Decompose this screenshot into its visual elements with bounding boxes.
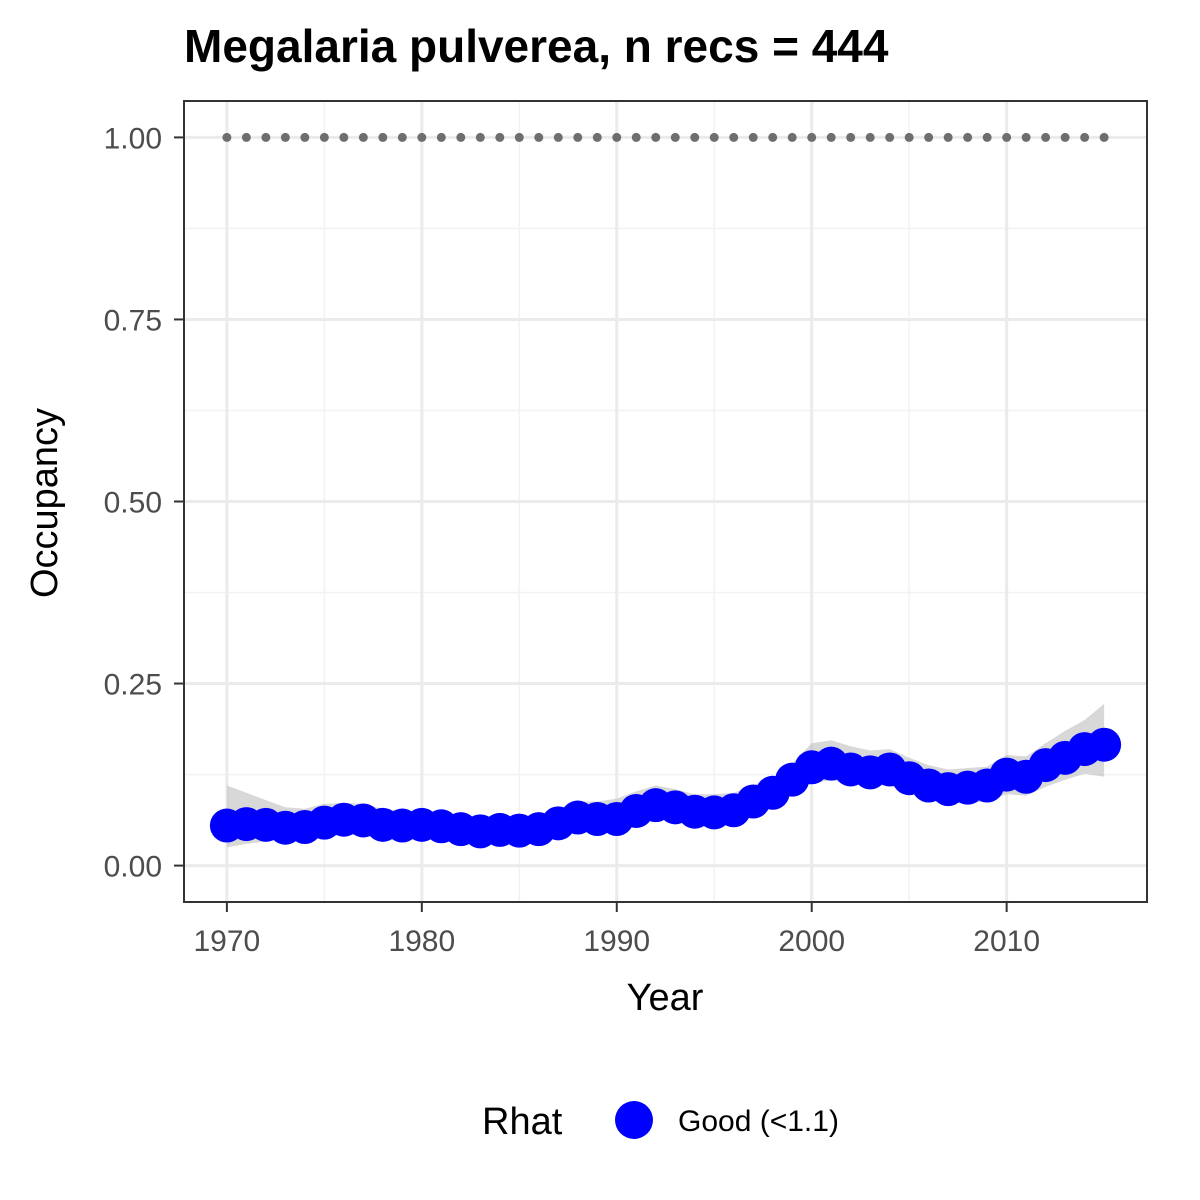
- reference-dot: [826, 132, 836, 142]
- x-tick-label: 2010: [973, 925, 1040, 958]
- reference-dot: [592, 132, 602, 142]
- reference-dot: [417, 132, 427, 142]
- occupancy-point: [1087, 727, 1122, 762]
- legend: Rhat Good (<1.1): [482, 1101, 839, 1143]
- reference-dot: [768, 132, 778, 142]
- y-tick-label: 0.75: [104, 304, 162, 337]
- x-tick-label: 1970: [194, 925, 261, 958]
- reference-dot: [456, 132, 466, 142]
- x-tick-label: 1980: [388, 925, 455, 958]
- y-tick-label: 0.50: [104, 487, 162, 520]
- reference-dot: [222, 132, 232, 142]
- legend-key-good: [615, 1101, 653, 1139]
- reference-dot: [982, 132, 992, 142]
- reference-dot: [378, 132, 388, 142]
- reference-line-layer: [222, 132, 1109, 142]
- reference-dot: [963, 132, 973, 142]
- reference-dot: [436, 132, 446, 142]
- reference-dot: [358, 132, 368, 142]
- reference-dot: [709, 132, 719, 142]
- y-tick-label: 0.25: [104, 669, 162, 702]
- reference-dot: [670, 132, 680, 142]
- legend-label-good: Good (<1.1): [678, 1105, 839, 1138]
- reference-dot: [495, 132, 505, 142]
- plot-panel: [183, 100, 1148, 903]
- reference-dot: [787, 132, 797, 142]
- y-axis-ticks: 0.00 0.25 0.50 0.75 1.00: [104, 122, 184, 884]
- occupancy-points-layer: [209, 727, 1122, 849]
- x-axis-ticks: 1970 1980 1990 2000 2010: [194, 902, 1040, 958]
- reference-dot: [534, 132, 544, 142]
- reference-dot: [1099, 132, 1109, 142]
- reference-dot: [865, 132, 875, 142]
- reference-dot: [924, 132, 934, 142]
- reference-dot: [885, 132, 895, 142]
- reference-dot: [241, 132, 251, 142]
- reference-dot: [1060, 132, 1070, 142]
- reference-dot: [261, 132, 271, 142]
- reference-dot: [573, 132, 583, 142]
- reference-dot: [729, 132, 739, 142]
- reference-dot: [553, 132, 563, 142]
- x-tick-label: 1990: [583, 925, 650, 958]
- y-tick-label: 1.00: [104, 122, 162, 155]
- reference-dot: [904, 132, 914, 142]
- reference-dot: [631, 132, 641, 142]
- reference-dot: [748, 132, 758, 142]
- reference-dot: [1002, 132, 1012, 142]
- reference-dot: [807, 132, 817, 142]
- x-tick-label: 2000: [778, 925, 845, 958]
- reference-dot: [300, 132, 310, 142]
- reference-dot: [943, 132, 953, 142]
- reference-dot: [612, 132, 622, 142]
- reference-dot: [846, 132, 856, 142]
- reference-dot: [651, 132, 661, 142]
- legend-title: Rhat: [482, 1101, 563, 1143]
- reference-dot: [280, 132, 290, 142]
- reference-dot: [319, 132, 329, 142]
- reference-dot: [475, 132, 485, 142]
- y-axis-title: Occupancy: [24, 408, 66, 598]
- x-axis-title: Year: [627, 977, 704, 1019]
- y-tick-label: 0.00: [104, 851, 162, 884]
- reference-dot: [397, 132, 407, 142]
- chart-title: Megalaria pulverea, n recs = 444: [184, 20, 889, 72]
- reference-dot: [339, 132, 349, 142]
- reference-dot: [690, 132, 700, 142]
- reference-dot: [514, 132, 524, 142]
- reference-dot: [1041, 132, 1051, 142]
- reference-dot: [1021, 132, 1031, 142]
- reference-dot: [1080, 132, 1090, 142]
